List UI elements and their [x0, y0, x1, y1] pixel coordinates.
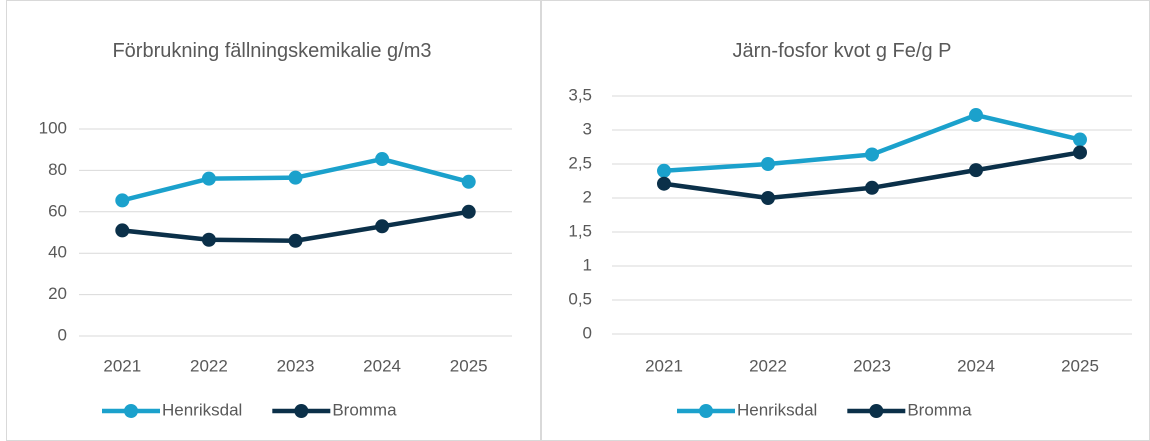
marker — [969, 163, 983, 178]
marker — [657, 176, 671, 191]
y-tick-label: 0 — [583, 323, 592, 342]
y-tick-label: 40 — [48, 243, 67, 262]
legend-marker — [124, 404, 138, 418]
chart-panel: Förbrukning fällningskemikalie g/m3 0 20 4… — [6, 0, 541, 441]
x-tick-label: 2025 — [450, 356, 488, 375]
chart: 0 20 40 60 80 100 2021 2022 2023 2024 2025 Henriksd… — [39, 118, 512, 419]
x-tick-label: 2023 — [853, 356, 891, 375]
chart-title: Järn-fosfor kvot g Fe/g P — [732, 40, 952, 62]
marker — [288, 233, 303, 248]
legend-marker — [699, 404, 713, 418]
marker — [761, 191, 775, 205]
marker — [865, 147, 879, 162]
y-tick-label: 3,5 — [568, 85, 592, 104]
legend-marker — [869, 404, 884, 418]
legend-marker — [294, 404, 309, 418]
y-tick-label: 1 — [583, 255, 592, 274]
marker — [375, 219, 390, 234]
chart-panel: Järn-fosfor kvot g Fe/g P 0 0,5 1 1,5 2 2,5 3 3… — [541, 0, 1150, 441]
chart-title: Förbrukning fällningskemikalie g/m3 — [112, 40, 432, 62]
marker — [461, 174, 476, 189]
marker — [865, 180, 879, 195]
y-tick-label: 80 — [48, 160, 67, 179]
marker — [115, 223, 130, 238]
legend-label: Henriksdal — [737, 400, 817, 419]
y-tick-label: 60 — [48, 201, 67, 220]
x-tick-label: 2022 — [749, 356, 787, 375]
x-tick-label: 2024 — [363, 356, 401, 375]
legend-label: Bromma — [907, 400, 972, 419]
x-tick-label: 2022 — [190, 356, 228, 375]
y-tick-label: 1,5 — [568, 221, 592, 240]
y-tick-label: 3 — [583, 119, 592, 138]
y-tick-label: 0,5 — [568, 289, 592, 308]
marker — [201, 232, 216, 247]
y-tick-label: 0 — [58, 325, 67, 344]
y-tick-label: 2 — [583, 187, 592, 206]
marker — [115, 193, 130, 208]
marker — [657, 163, 671, 178]
legend-label: Henriksdal — [162, 400, 242, 419]
x-tick-label: 2024 — [957, 356, 995, 375]
x-tick-label: 2023 — [277, 356, 315, 375]
marker — [461, 204, 476, 219]
y-tick-label: 2,5 — [568, 153, 592, 172]
x-tick-label: 2025 — [1061, 356, 1099, 375]
marker — [969, 108, 983, 123]
y-tick-label: 20 — [48, 284, 67, 303]
marker — [288, 170, 303, 185]
x-tick-label: 2021 — [645, 356, 683, 375]
x-tick-label: 2021 — [103, 356, 141, 375]
legend-label: Bromma — [332, 400, 397, 419]
chart: 0 0,5 1 1,5 2 2,5 3 3,5 2021 2022 2023 2024 2025 Henr… — [568, 85, 1132, 419]
marker — [201, 171, 216, 186]
marker — [1073, 145, 1087, 160]
marker — [375, 152, 390, 167]
marker — [761, 157, 775, 171]
y-tick-label: 100 — [39, 118, 67, 137]
marker — [1073, 132, 1087, 147]
